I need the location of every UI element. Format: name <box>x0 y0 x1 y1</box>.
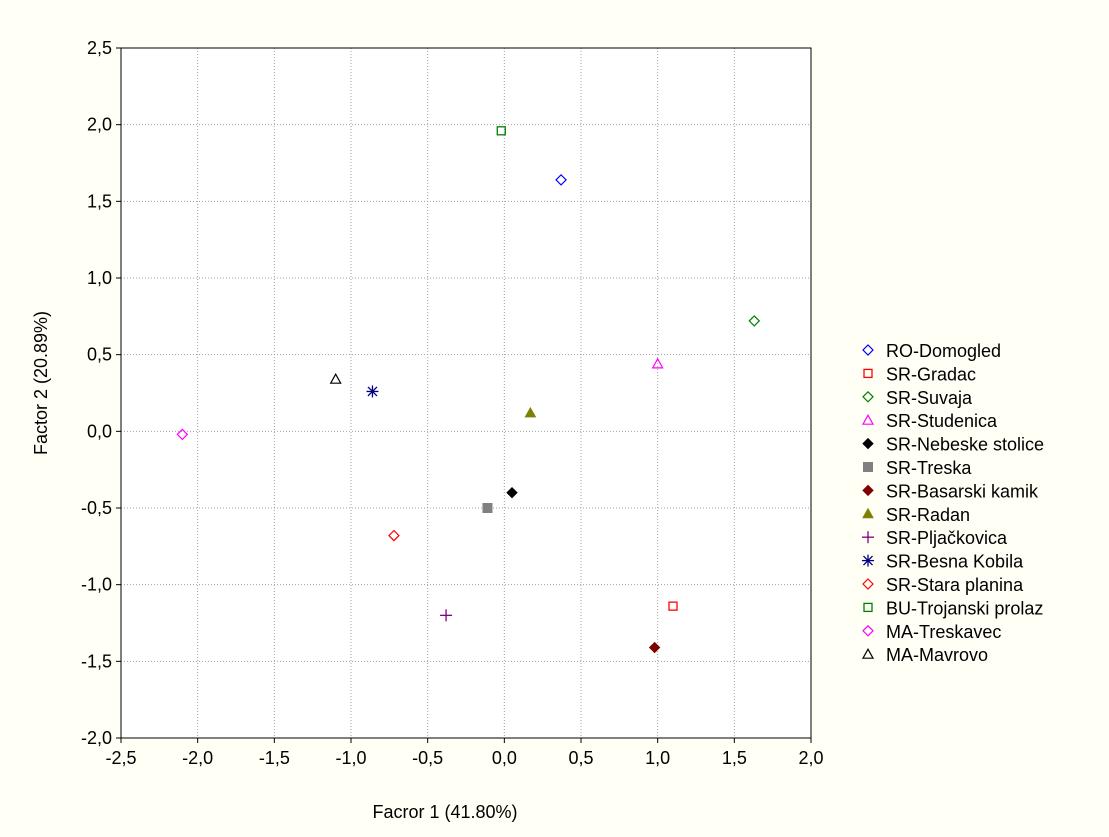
y-axis-title: Factor 2 (20.89%) <box>31 311 51 455</box>
legend-label: RO-Domogled <box>886 341 1001 361</box>
data-point <box>524 406 537 418</box>
x-tick-label: 2,0 <box>798 748 823 768</box>
data-points <box>176 126 761 654</box>
legend-label: MA-Mavrovo <box>886 645 988 665</box>
y-tick-label: -0,5 <box>81 498 112 518</box>
legend-marker <box>863 368 873 379</box>
y-tick-label: -1,0 <box>81 575 112 595</box>
legend-label: SR-Treska <box>886 458 972 478</box>
legend-label: SR-Gradac <box>886 364 976 384</box>
y-tick-label: 1,5 <box>87 191 112 211</box>
data-point <box>388 529 400 542</box>
data-point <box>482 503 493 513</box>
data-point <box>748 315 761 327</box>
data-point <box>651 357 664 369</box>
x-tick-label: 1,5 <box>722 748 747 768</box>
plot-area <box>121 48 811 738</box>
x-axis-title: Facror 1 (41.80%) <box>372 802 517 822</box>
legend-label: SR-Studenica <box>886 411 998 431</box>
data-point <box>496 126 506 136</box>
data-point <box>366 385 379 398</box>
legend-label: SR-Stara planina <box>886 575 1024 595</box>
data-point <box>555 174 567 186</box>
legend-marker <box>862 624 874 637</box>
legend-marker <box>863 602 873 613</box>
data-point <box>648 641 661 654</box>
legend-marker <box>862 390 874 403</box>
x-tick-label: 1,0 <box>645 748 670 768</box>
legend-label: SR-Suvaja <box>886 388 973 408</box>
data-point <box>440 609 453 622</box>
x-axis: -2,5 -2,0 -1,5 -1,0 -0,5 0,0 0,5 1,0 1,5 2,0 <box>105 738 824 768</box>
legend-label: SR-Basarski kamik <box>886 481 1039 501</box>
legend-label: BU-Trojanski prolaz <box>886 598 1043 618</box>
legend-label: MA-Treskavec <box>886 622 1001 642</box>
legend-marker <box>862 484 874 497</box>
legend: RO-Domogled SR-Gradac SR-Suvaja SR-Studenic… <box>861 341 1044 665</box>
legend-label: SR-Nebeske stolice <box>886 435 1044 455</box>
x-tick-label: -2,0 <box>182 748 213 768</box>
y-tick-label: 0,5 <box>87 345 112 365</box>
data-point <box>668 601 678 611</box>
legend-marker <box>862 578 874 590</box>
data-point <box>176 428 189 441</box>
y-tick-label: 1,0 <box>87 268 112 288</box>
legend-marker <box>863 462 873 472</box>
plot-frame <box>120 47 812 739</box>
y-tick-label: 2,0 <box>87 115 112 135</box>
data-point <box>506 486 518 499</box>
legend-marker <box>862 437 874 450</box>
x-tick-label: 0,5 <box>568 748 593 768</box>
grid <box>121 48 811 738</box>
legend-marker <box>862 507 874 519</box>
legend-marker <box>861 413 875 425</box>
legend-marker <box>862 344 874 356</box>
x-tick-label: 0,0 <box>492 748 517 768</box>
legend-label: SR-Besna Kobila <box>886 552 1024 572</box>
legend-marker <box>861 647 875 659</box>
legend-marker <box>862 554 874 567</box>
legend-label: SR-Radan <box>886 505 970 525</box>
y-tick-label: -1,5 <box>81 651 112 671</box>
x-tick-label: -1,5 <box>259 748 290 768</box>
y-tick-label: 2,5 <box>87 38 112 58</box>
y-axis: 2,5 2,0 1,5 1,0 0,5 0,0 -0,5 -1,0 -1,5 -2,0 <box>81 38 121 748</box>
y-tick-label: -2,0 <box>81 728 112 748</box>
x-tick-label: -0,5 <box>412 748 443 768</box>
legend-marker <box>862 531 874 544</box>
y-tick-label: 0,0 <box>87 421 112 441</box>
data-point <box>329 372 342 384</box>
x-tick-label: -2,5 <box>105 748 136 768</box>
legend-label: SR-Pljačkovica <box>886 528 1008 548</box>
x-tick-label: -1,0 <box>335 748 366 768</box>
